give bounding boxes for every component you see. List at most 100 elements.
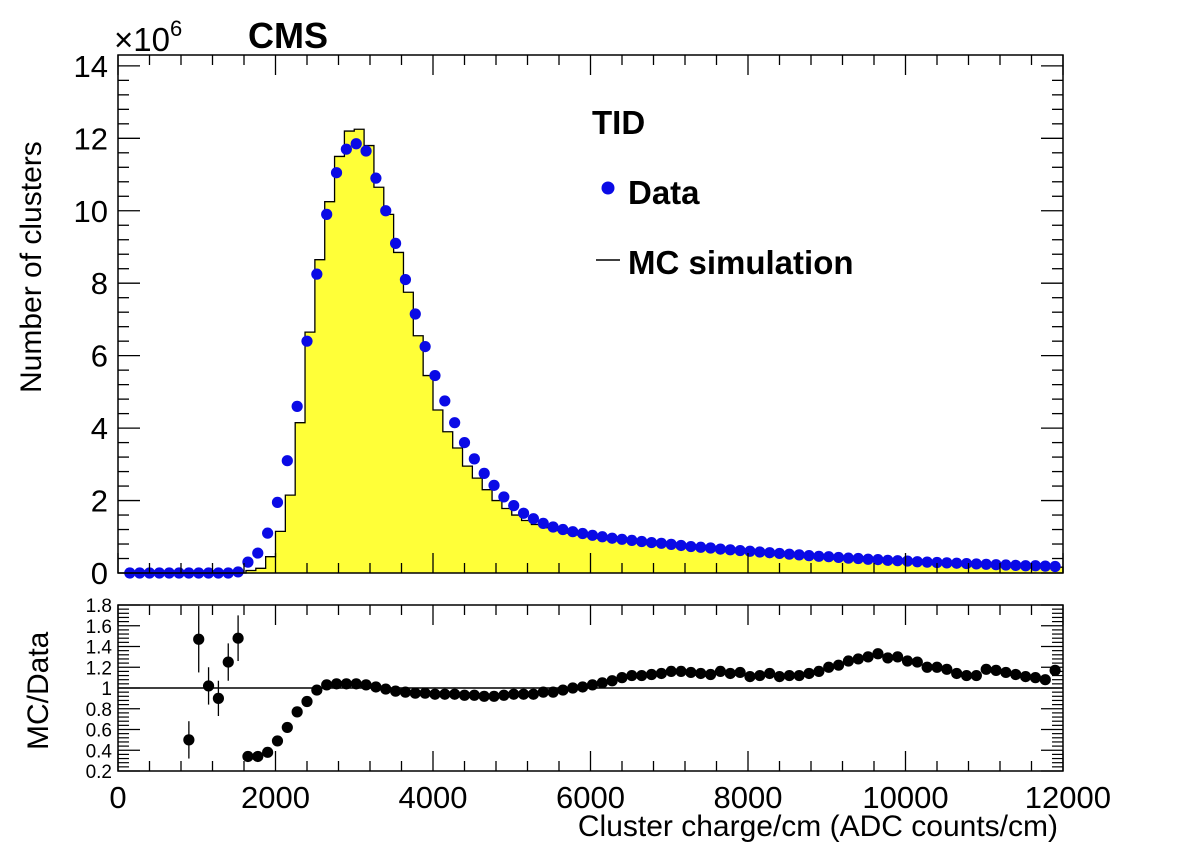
- mc-bin: [245, 570, 257, 573]
- data-point: [980, 558, 992, 570]
- mc-bin: [698, 549, 710, 573]
- ratio-point: [655, 667, 667, 680]
- ratio-point: [429, 688, 441, 700]
- data-point: [803, 550, 815, 562]
- mc-bin: [482, 489, 493, 573]
- mc-bin: [610, 540, 621, 573]
- ratio-point: [271, 735, 284, 747]
- ratio-y-tick-label: 1.4: [86, 638, 113, 659]
- mc-bin: [688, 548, 700, 573]
- main-plot-frame: [117, 54, 1064, 574]
- mc-bin: [620, 541, 631, 573]
- mc-bin: [511, 515, 522, 573]
- mc-bin: [521, 520, 532, 573]
- ratio-y-tick-label: 0.4: [86, 741, 113, 762]
- ratio-point: [931, 661, 943, 673]
- mc-bin: [944, 563, 956, 573]
- ratio-point: [862, 651, 874, 663]
- mc-bin: [590, 538, 601, 573]
- ratio-y-tick-label: 0.8: [86, 700, 112, 721]
- ratio-point: [409, 687, 421, 699]
- ratio-point: [901, 655, 914, 667]
- data-point: [764, 547, 776, 559]
- mc-bin: [600, 539, 611, 573]
- data-point: [321, 208, 333, 220]
- data-point: [724, 544, 736, 556]
- data-point: [262, 527, 274, 539]
- ratio-point: [577, 681, 589, 693]
- data-point: [951, 557, 963, 569]
- ratio-point: [537, 686, 549, 698]
- ratio-y-tick-label: 1.6: [86, 617, 112, 638]
- mc-bin: [728, 551, 739, 573]
- y-tick-label: 0: [91, 556, 108, 591]
- ratio-point: [941, 663, 953, 675]
- y-tick-label: 4: [91, 411, 108, 446]
- ratio-point: [557, 684, 569, 696]
- legend-data-marker: [601, 181, 615, 195]
- data-point: [419, 341, 431, 353]
- mc-bin: [787, 555, 798, 573]
- ratio-point: [399, 686, 412, 698]
- ratio-point: [517, 688, 530, 700]
- data-point: [744, 545, 756, 557]
- data-point: [636, 535, 648, 548]
- data-point: [872, 553, 884, 566]
- mc-bin: [954, 563, 965, 573]
- ratio-point: [823, 661, 835, 673]
- data-point: [990, 559, 1002, 571]
- data-point: [291, 400, 303, 412]
- ratio-point: [360, 679, 372, 691]
- ratio-point: [330, 678, 343, 690]
- ratio-y-axis-title: MC/Data: [22, 631, 55, 750]
- x-tick-label: 2000: [241, 780, 310, 815]
- mc-bin: [738, 551, 749, 573]
- ratio-point: [616, 672, 628, 684]
- ratio-point: [321, 679, 333, 691]
- data-point: [832, 551, 845, 564]
- ratio-point: [1049, 664, 1061, 676]
- data-point: [508, 500, 520, 512]
- ratio-point: [212, 692, 225, 704]
- ratio-point: [665, 665, 677, 678]
- mc-bin: [718, 550, 729, 573]
- data-point: [862, 553, 874, 565]
- ratio-point: [242, 750, 254, 763]
- mc-bin: [423, 375, 434, 573]
- mc-bin: [846, 559, 857, 573]
- data-point: [537, 517, 549, 529]
- data-point: [1000, 559, 1012, 571]
- data-point: [350, 138, 362, 150]
- ratio-point: [449, 688, 461, 700]
- data-point: [232, 566, 244, 578]
- data-point: [842, 552, 855, 564]
- mc-bin: [925, 562, 936, 573]
- ratio-point: [419, 687, 431, 699]
- data-point: [882, 554, 894, 566]
- data-point: [754, 546, 766, 558]
- mc-bin: [866, 560, 877, 573]
- mc-bin: [472, 478, 483, 573]
- mc-bin: [974, 564, 985, 573]
- ratio-point: [606, 675, 618, 687]
- ratio-point: [951, 667, 963, 680]
- y-tick-label: 10: [74, 194, 108, 229]
- ratio-point: [764, 667, 776, 680]
- ratio-point: [832, 659, 845, 671]
- ratio-point: [468, 689, 480, 701]
- data-point: [577, 527, 589, 540]
- y-tick-label: 8: [91, 266, 108, 301]
- region-label: TID: [592, 104, 645, 141]
- x-tick-label: 10000: [862, 780, 948, 815]
- mc-bin: [383, 214, 395, 573]
- mc-bin: [964, 564, 975, 573]
- mc-bin: [935, 563, 946, 573]
- data-point: [527, 513, 540, 525]
- ratio-point: [202, 680, 215, 692]
- ratio-point: [183, 734, 195, 746]
- mc-bin: [541, 527, 552, 573]
- mc-bin: [560, 533, 572, 573]
- ratio-point: [803, 667, 815, 680]
- mc-bin: [413, 335, 424, 573]
- mc-histogram-outline: [118, 128, 1064, 574]
